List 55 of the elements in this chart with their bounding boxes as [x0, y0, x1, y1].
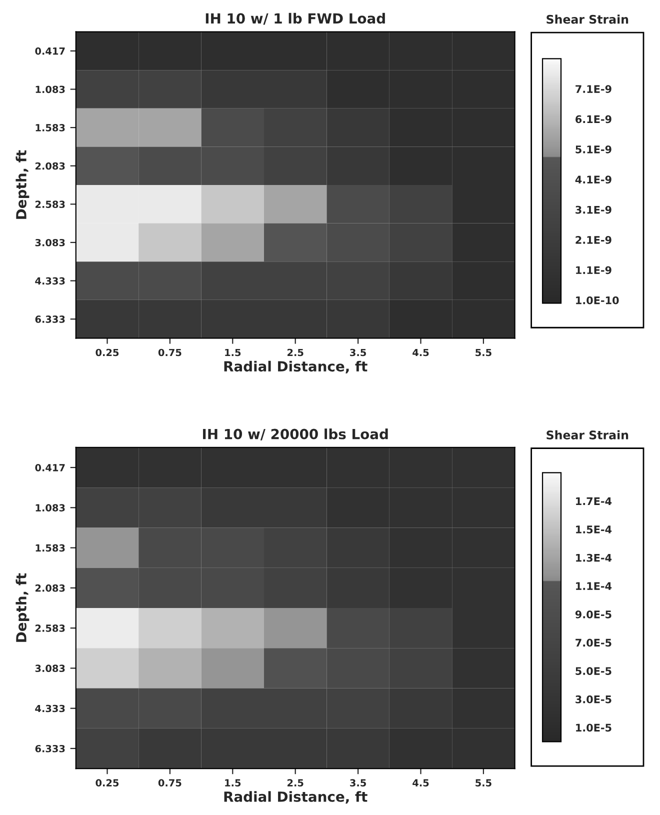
x-tick-label: 1.5: [225, 779, 241, 786]
color-bar-label: 1.3E-4: [576, 554, 612, 562]
color-bar-title: Shear Strain: [546, 14, 628, 24]
color-bar-label: 1.1E-4: [576, 582, 612, 590]
color-bar-label: 5.0E-5: [576, 667, 612, 675]
y-tick-label: 2.583: [36, 200, 65, 208]
y-tick-label: 3.083: [35, 238, 65, 246]
color-bar-label: 3.0E-5: [576, 695, 612, 704]
x-tick-label: 3.5: [350, 779, 366, 786]
y-tick-label: 2.083: [36, 162, 65, 170]
color-bar-label: 1.0E-5: [576, 724, 612, 732]
x-tick-label: 4.5: [412, 779, 429, 786]
y-tick-label: 4.333: [35, 277, 65, 285]
color-bar-label: 9.0E-5: [575, 610, 612, 618]
color-bar-label: 1.5E-4: [576, 526, 612, 534]
y-axis-title: Depth, ft: [16, 573, 30, 642]
y-tick-label: 2.083: [36, 584, 65, 592]
color-bar-label: 3.1E-9: [576, 206, 612, 214]
y-tick-label: 4.333: [35, 704, 65, 712]
color-bar-label: 1.0E-10: [576, 296, 619, 304]
y-tick-label: 6.333: [35, 744, 65, 752]
y-tick-label: 0.417: [35, 464, 65, 472]
x-tick-label: 0.25: [96, 348, 119, 356]
x-tick-label: 0.75: [158, 348, 182, 356]
x-tick-label: 0.25: [96, 779, 119, 786]
x-tick-label: 0.75: [158, 779, 182, 786]
x-axis-title: Radial Distance, ft: [224, 360, 368, 374]
x-tick-label: 4.5: [412, 348, 429, 356]
color-bar-label: 2.1E-9: [576, 236, 612, 244]
y-tick-label: 1.583: [36, 544, 65, 552]
y-tick-label: 1.083: [36, 504, 65, 512]
color-bar-label: 7.1E-9: [576, 85, 612, 93]
chart-title: IH 10 w/ 1 lb FWD Load: [206, 12, 385, 25]
x-tick-label: 2.5: [288, 348, 304, 356]
y-tick-label: 3.083: [35, 664, 65, 672]
y-tick-label: 6.333: [35, 316, 65, 323]
x-tick-label: 5.5: [476, 348, 492, 356]
y-tick-label: 1.583: [36, 124, 65, 132]
color-bar-label: 7.0E-5: [576, 638, 612, 647]
color-bar-label: 5.1E-9: [576, 145, 612, 154]
color-bar-label: 4.1E-9: [575, 176, 612, 184]
chart-title: IH 10 w/ 20000 lbs Load: [203, 428, 388, 440]
x-tick-label: 5.5: [476, 779, 492, 786]
x-tick-label: 3.5: [350, 348, 366, 356]
y-axis-title: Depth, ft: [16, 150, 30, 219]
x-tick-label: 1.5: [225, 348, 241, 356]
color-bar-label: 1.1E-9: [576, 266, 612, 274]
y-tick-label: 0.417: [35, 47, 65, 55]
color-bar-title: Shear Strain: [546, 430, 628, 440]
x-tick-label: 2.5: [288, 779, 304, 786]
color-bar-label: 6.1E-9: [576, 115, 612, 124]
color-bar-label: 1.7E-4: [576, 497, 612, 505]
y-tick-label: 2.583: [36, 624, 65, 632]
y-tick-label: 1.083: [36, 86, 65, 94]
x-axis-title: Radial Distance, ft: [224, 791, 368, 804]
